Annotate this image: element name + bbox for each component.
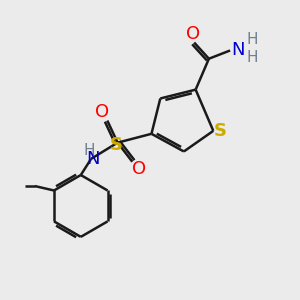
- Text: N: N: [232, 41, 245, 59]
- Text: O: O: [132, 160, 146, 178]
- Text: H: H: [246, 32, 258, 47]
- Text: O: O: [95, 103, 109, 121]
- Text: H: H: [246, 50, 258, 65]
- Text: S: S: [110, 136, 123, 154]
- Text: H: H: [83, 143, 94, 158]
- Text: O: O: [186, 25, 200, 43]
- Text: S: S: [213, 122, 226, 140]
- Text: N: N: [87, 150, 100, 168]
